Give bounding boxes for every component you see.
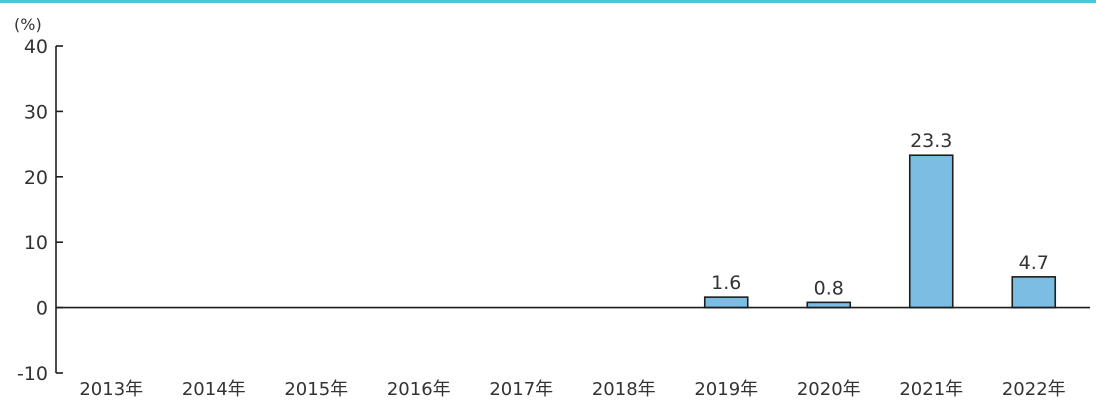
data-label: 23.3: [910, 130, 952, 152]
x-category-label: 2015年: [284, 379, 348, 400]
y-tick-label: 20: [24, 167, 48, 189]
x-category-label: 2017年: [489, 379, 553, 400]
y-tick-label: 10: [24, 232, 48, 254]
bars: [703, 154, 1057, 309]
x-category-label: 2013年: [79, 379, 143, 400]
top-rule: [0, 0, 1096, 3]
y-tick-label: 30: [24, 101, 48, 123]
y-tick-label: 40: [24, 36, 48, 58]
y-axis: -10 0 10 20 30 40: [17, 36, 63, 385]
x-category-label: 2022年: [1002, 379, 1066, 400]
x-axis: 2013年 2014年 2015年 2016年 2017年 2018年 2019年 2020年…: [56, 306, 1090, 400]
data-label: 0.8: [814, 277, 844, 299]
x-category-label: 2020年: [797, 379, 861, 400]
y-axis-unit-label: (%): [14, 15, 42, 34]
x-category-label: 2021年: [899, 379, 963, 400]
x-category-label: 2014年: [182, 379, 246, 400]
y-tick-label: 0: [36, 298, 48, 320]
data-label: 4.7: [1019, 252, 1049, 274]
x-category-label: 2016年: [387, 379, 451, 400]
x-category-label: 2019年: [694, 379, 758, 400]
bar: [703, 296, 749, 309]
bar: [908, 154, 954, 309]
data-label: 1.6: [711, 272, 741, 294]
data-labels: 1.6 0.8 23.3 4.7: [711, 130, 1049, 299]
y-tick-label: -10: [17, 363, 48, 385]
bar: [1011, 276, 1057, 309]
x-category-label: 2018年: [592, 379, 656, 400]
